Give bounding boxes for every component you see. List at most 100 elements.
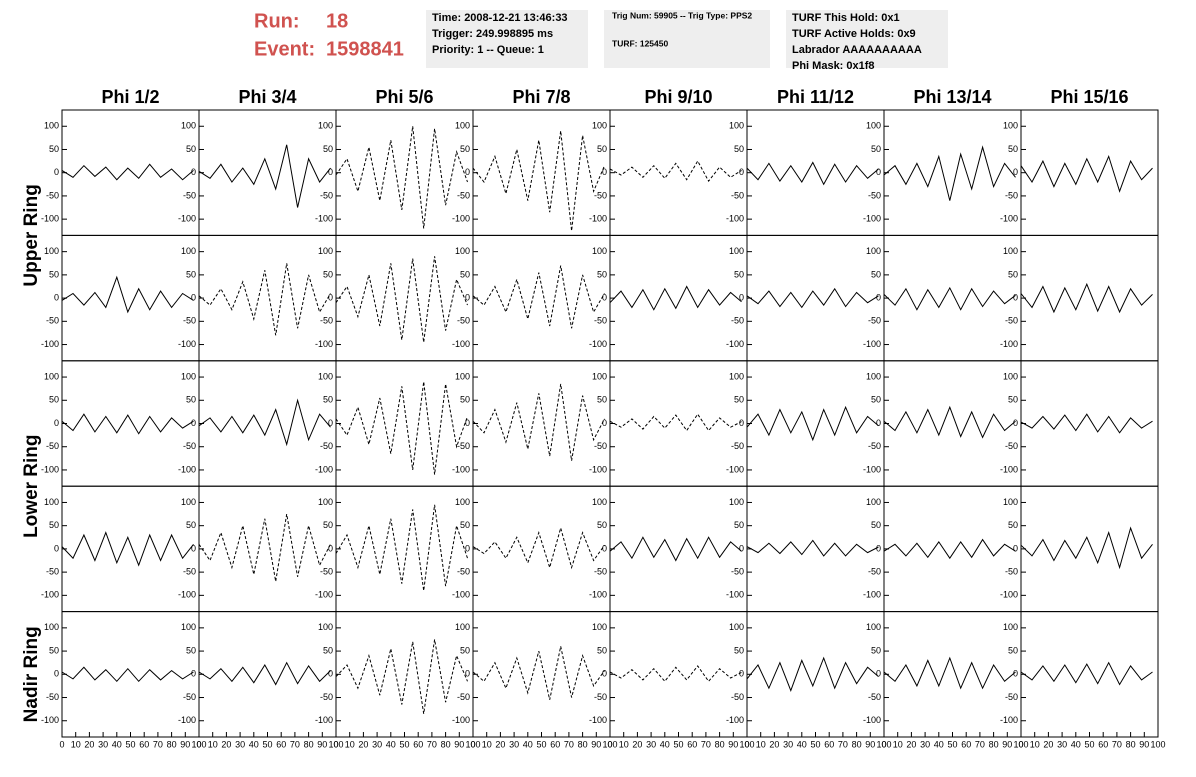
x-tick-label: 40 <box>660 739 670 749</box>
x-tick-label: 100 <box>465 739 480 749</box>
y-tick-label: 50 <box>871 645 881 655</box>
info-text: Phi Mask: 0x1f8 <box>792 60 875 72</box>
info-text: Trig Num: 59905 -- Trig Type: PPS2 <box>612 10 752 20</box>
y-tick-label: -50 <box>46 692 59 702</box>
info-text: TURF Active Holds: 0x9 <box>792 28 916 40</box>
waveform <box>335 504 468 591</box>
y-tick-label: -50 <box>457 316 470 326</box>
y-tick-label: -100 <box>726 464 744 474</box>
x-tick-label: 50 <box>399 739 409 749</box>
y-tick-label: 100 <box>866 121 881 131</box>
y-tick-label: -50 <box>1005 692 1018 702</box>
x-tick-label: 40 <box>112 739 122 749</box>
waveform <box>609 160 742 183</box>
x-tick-label: 50 <box>673 739 683 749</box>
y-tick-label: -100 <box>726 339 744 349</box>
x-tick-label: 40 <box>797 739 807 749</box>
y-tick-label: -100 <box>452 590 470 600</box>
y-tick-label: 0 <box>328 543 333 553</box>
x-tick-label: 100 <box>602 739 617 749</box>
y-tick-label: 0 <box>328 167 333 177</box>
y-tick-label: -100 <box>41 715 59 725</box>
y-tick-label: -100 <box>589 464 607 474</box>
waveform <box>883 286 1016 311</box>
x-tick-label: 60 <box>139 739 149 749</box>
y-tick-label: 0 <box>328 418 333 428</box>
x-tick-label: 70 <box>153 739 163 749</box>
y-tick-label: -100 <box>863 339 881 349</box>
y-tick-label: 100 <box>181 622 196 632</box>
waveform <box>1020 526 1153 570</box>
waveform <box>198 144 331 208</box>
y-tick-label: 0 <box>191 543 196 553</box>
y-tick-label: 0 <box>328 292 333 302</box>
y-tick-label: 50 <box>597 144 607 154</box>
y-tick-label: 50 <box>323 144 333 154</box>
x-tick-label: 80 <box>304 739 314 749</box>
y-tick-label: 50 <box>597 395 607 405</box>
x-tick-label: 70 <box>290 739 300 749</box>
y-tick-label: 50 <box>460 520 470 530</box>
waveform <box>472 130 605 231</box>
y-tick-label: 100 <box>44 121 59 131</box>
y-tick-label: -50 <box>594 566 607 576</box>
x-tick-label: 40 <box>523 739 533 749</box>
y-tick-label: -50 <box>731 190 744 200</box>
y-tick-label: 100 <box>866 246 881 256</box>
y-tick-label: 100 <box>592 121 607 131</box>
y-tick-label: 0 <box>1013 543 1018 553</box>
y-tick-label: -100 <box>863 214 881 224</box>
y-tick-label: 0 <box>1013 669 1018 679</box>
y-tick-label: -100 <box>178 464 196 474</box>
y-tick-label: -50 <box>868 190 881 200</box>
y-tick-label: 100 <box>866 622 881 632</box>
y-tick-label: 100 <box>318 371 333 381</box>
waveform <box>61 413 194 435</box>
y-tick-label: 100 <box>1003 121 1018 131</box>
info-text: Labrador AAAAAAAAAA <box>792 44 922 56</box>
waveform <box>883 656 1016 690</box>
y-tick-label: -100 <box>452 464 470 474</box>
y-tick-label: -100 <box>1000 214 1018 224</box>
y-tick-label: -50 <box>594 692 607 702</box>
y-tick-label: 100 <box>318 121 333 131</box>
y-tick-label: -50 <box>457 692 470 702</box>
y-tick-label: -50 <box>183 190 196 200</box>
x-tick-label: 0 <box>744 739 749 749</box>
x-tick-label: 100 <box>739 739 754 749</box>
y-tick-label: -50 <box>868 566 881 576</box>
y-tick-label: 0 <box>602 167 607 177</box>
y-tick-label: 0 <box>876 543 881 553</box>
run-label: Run: <box>254 10 300 32</box>
y-tick-label: -50 <box>1005 316 1018 326</box>
y-tick-label: 0 <box>54 418 59 428</box>
y-tick-label: -50 <box>731 566 744 576</box>
y-tick-label: 100 <box>44 371 59 381</box>
x-tick-label: 10 <box>208 739 218 749</box>
y-tick-label: 0 <box>191 418 196 428</box>
waveform <box>746 287 879 309</box>
y-tick-label: 50 <box>186 395 196 405</box>
x-tick-label: 10 <box>482 739 492 749</box>
column-title: Phi 15/16 <box>1050 87 1128 107</box>
y-tick-label: 100 <box>1003 371 1018 381</box>
y-tick-label: 50 <box>460 395 470 405</box>
y-tick-label: 100 <box>455 622 470 632</box>
y-tick-label: 100 <box>866 371 881 381</box>
info-box <box>786 10 948 68</box>
y-tick-label: -50 <box>46 441 59 451</box>
y-tick-label: 50 <box>323 395 333 405</box>
x-tick-label: 100 <box>876 739 891 749</box>
y-tick-label: 0 <box>739 669 744 679</box>
y-tick-label: 0 <box>602 543 607 553</box>
x-tick-label: 60 <box>276 739 286 749</box>
x-tick-label: 50 <box>125 739 135 749</box>
x-tick-label: 30 <box>646 739 656 749</box>
waveform <box>61 531 194 567</box>
row-label: Lower Ring <box>21 434 42 537</box>
y-tick-label: -100 <box>315 214 333 224</box>
y-tick-label: 0 <box>876 418 881 428</box>
y-tick-label: -50 <box>46 190 59 200</box>
x-tick-label: 80 <box>852 739 862 749</box>
